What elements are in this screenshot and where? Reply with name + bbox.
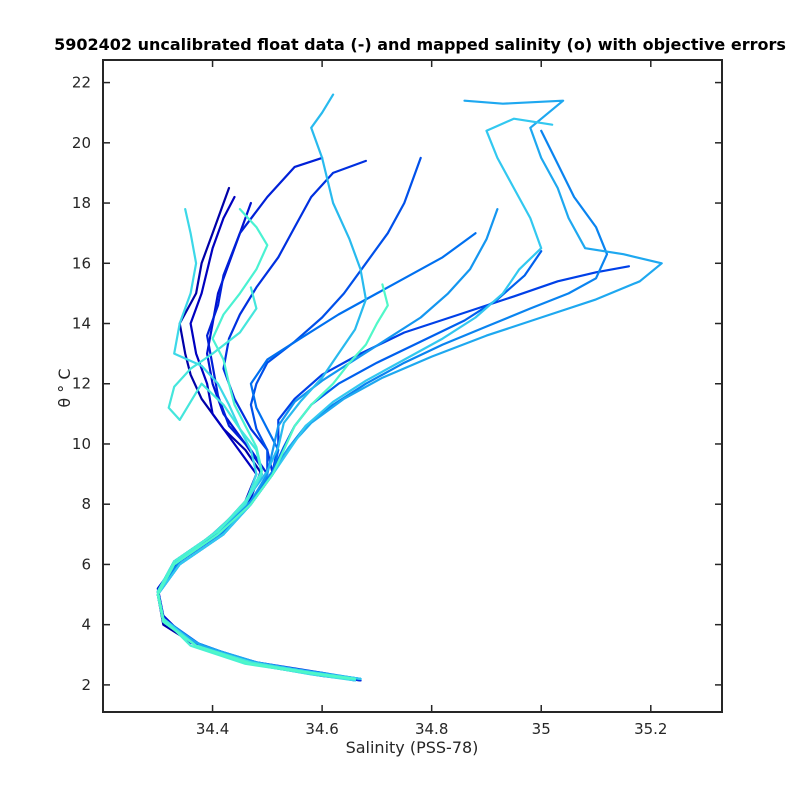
y-tick-label-3: 6 [81,555,91,573]
series-layer [156,93,663,682]
y-tick-label-6: 12 [72,375,91,393]
x-axis-label: Salinity (PSS-78) [346,738,479,757]
profile-line-18 [156,283,389,681]
x-tick-label-2: 34.6 [305,720,338,738]
x-tick-label-5: 35.2 [634,720,667,738]
y-tick-label-4: 8 [81,495,91,513]
tick-layer: 34.4 34.6 34.8 35 35.2 2 4 6 8 10 12 14 16 18 20 22 [72,60,722,738]
y-tick-label-2: 4 [81,616,91,634]
y-tick-label-11: 22 [72,74,91,92]
y-axis-label: θ ° C [55,368,74,407]
y-tick-label-7: 14 [72,315,91,333]
y-tick-label-5: 10 [72,435,91,453]
y-tick-label-1: 2 [81,676,91,694]
chart-title: 5902402 uncalibrated float data (-) and … [54,35,786,54]
plot-area [103,60,722,712]
x-tick-label-3: 34.8 [415,720,448,738]
x-tick-label-1: 34.4 [196,720,229,738]
y-tick-label-10: 20 [72,134,91,152]
y-tick-label-9: 18 [72,194,91,212]
axes-frame [102,59,723,713]
y-tick-label-8: 16 [72,254,91,272]
x-tick-label-4: 35 [532,720,551,738]
